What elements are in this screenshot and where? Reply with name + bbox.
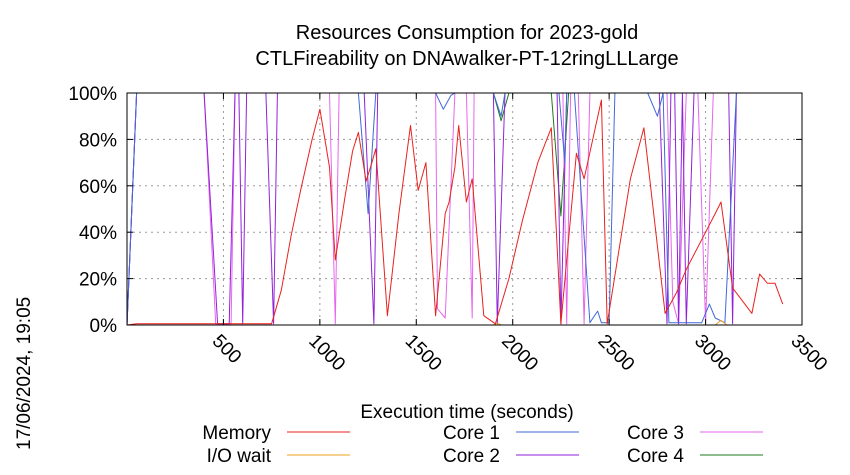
legend-label: I/O wait	[207, 446, 272, 467]
chart-subtitle: CTLFireability on DNAwalker-PT-12ringLLL…	[255, 48, 678, 70]
y-tick-label: 40%	[79, 223, 117, 244]
series-line-memory	[126, 99, 784, 326]
legend-label: Core 1	[443, 423, 500, 444]
x-tick-label: 2500	[594, 331, 639, 376]
y-tick-label: 20%	[79, 270, 117, 291]
x-tick-label: 3500	[786, 331, 831, 376]
legend-label: Core 2	[443, 446, 500, 467]
plot-frame	[126, 92, 803, 326]
series-line-core-3	[126, 92, 802, 326]
chart-title: Resources Consumption for 2023-gold	[296, 22, 638, 44]
series-line-core-2	[126, 92, 802, 326]
grid	[127, 93, 802, 325]
x-tick-label: 1500	[401, 331, 446, 376]
legend-label: Core 3	[627, 423, 684, 444]
x-tick-label: 1000	[304, 331, 349, 376]
x-tick-label: 500	[208, 331, 245, 368]
timestamp: 17/06/2024, 19:05	[14, 297, 35, 450]
series-line-core-1	[126, 92, 802, 326]
legend-label: Core 4	[627, 446, 684, 467]
y-axis: 0% 20% 40% 60% 80% 100%	[68, 84, 802, 337]
y-tick-label: 60%	[79, 177, 117, 198]
y-tick-label: 0%	[90, 316, 118, 337]
y-tick-label: 80%	[79, 130, 117, 151]
x-tick-label: 3000	[690, 331, 735, 376]
series-line-core-4	[126, 92, 802, 326]
x-tick-label: 2000	[497, 331, 542, 376]
series-layer	[126, 92, 802, 326]
x-axis-label: Execution time (seconds)	[360, 402, 573, 423]
legend-label: Memory	[202, 423, 271, 444]
y-tick-label: 100%	[68, 84, 117, 105]
